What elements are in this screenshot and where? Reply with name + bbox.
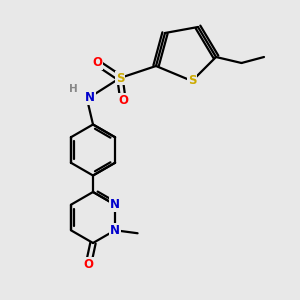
Text: N: N (110, 198, 120, 211)
Text: H: H (69, 83, 78, 94)
Text: S: S (116, 71, 124, 85)
Text: N: N (110, 224, 120, 237)
Text: O: O (118, 94, 128, 107)
Text: O: O (92, 56, 103, 70)
Text: S: S (188, 74, 196, 88)
Text: N: N (85, 91, 95, 104)
Text: O: O (83, 257, 94, 271)
